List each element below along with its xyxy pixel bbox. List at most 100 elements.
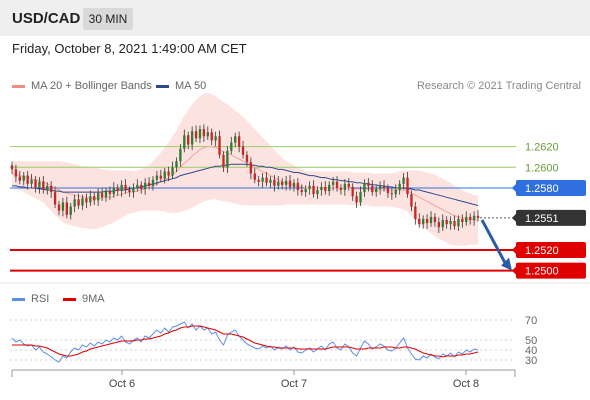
candle-body [281, 181, 284, 185]
candle-body [100, 193, 104, 198]
candle-body [375, 189, 378, 193]
candle-body [202, 129, 206, 137]
level-label-target: 1.2620 [525, 142, 559, 154]
candle-body [288, 180, 292, 187]
timeframe-button[interactable]: 30 MIN [83, 8, 133, 30]
candle-body [253, 173, 256, 180]
candle-body [359, 192, 362, 203]
candle-body [406, 177, 409, 195]
axis-tick-label: Oct 8 [453, 378, 479, 390]
candle-body [355, 196, 358, 203]
candle-body [386, 187, 390, 194]
candle-body [390, 193, 394, 195]
candle-body [300, 190, 303, 193]
candle-body [304, 189, 307, 193]
candle-body [151, 179, 155, 186]
candle-body [347, 183, 350, 187]
candle-body [457, 218, 460, 227]
candle-body [257, 179, 260, 182]
rsi-tick-label: 50 [525, 335, 537, 347]
legend-label-rsi: RSI [31, 293, 50, 305]
copyright-text: Research © 2021 Trading Central [416, 80, 581, 92]
candle-body [65, 202, 68, 215]
candle-body [445, 219, 448, 225]
level-tag-support [516, 241, 586, 258]
candle-body [414, 206, 417, 219]
projection-arrowhead [501, 257, 512, 271]
candle-body [171, 167, 174, 176]
rsi-tick-label: 70 [525, 315, 537, 327]
candle-body [190, 131, 194, 145]
candle-body [93, 196, 96, 201]
candle-body [183, 135, 186, 149]
candle-body [230, 142, 233, 151]
candle-body [167, 171, 170, 176]
candle-body [437, 222, 441, 228]
candle-body [120, 184, 123, 192]
candle-body [382, 185, 386, 188]
candle-body [461, 218, 464, 223]
candle-body [468, 216, 472, 220]
candle-body [218, 136, 221, 155]
candle-body [85, 198, 88, 203]
candle-body [441, 219, 444, 228]
level-tag-pointer [512, 244, 517, 255]
candle-body [128, 190, 131, 193]
candle-body [22, 175, 25, 181]
candle-body [214, 136, 217, 141]
candle-body [292, 182, 296, 187]
projection-arrow-shaft [480, 219, 508, 266]
axis-tick-label: Oct 7 [281, 378, 307, 390]
level-tag-pointer [512, 182, 517, 193]
candle-body [26, 175, 29, 184]
candle-body [277, 181, 280, 186]
rsi-tick-label: 40 [525, 345, 537, 357]
candle-body [14, 169, 18, 177]
candle-body [155, 175, 159, 180]
candle-body [104, 191, 108, 198]
candle-body [402, 177, 405, 184]
candle-body [194, 131, 198, 139]
legend-swatch-ma50 [156, 84, 169, 88]
legend-label-bollinger: MA 20 + Bollinger Bands [31, 80, 152, 92]
header-bar: USD/CAD 30 MIN [0, 0, 590, 36]
candle-body [96, 193, 100, 201]
candle-body [73, 199, 76, 207]
candle-body [429, 216, 433, 224]
candle-body [320, 186, 323, 191]
candle-body [143, 182, 147, 189]
legend-bollinger: MA 20 + Bollinger Bands [12, 80, 152, 92]
candle-body [175, 161, 178, 168]
candle-body [61, 202, 65, 211]
candle-body [18, 176, 22, 181]
legend-label-ma50: MA 50 [175, 80, 207, 92]
rsi-line [11, 321, 479, 363]
candle-body [245, 154, 249, 163]
candle-body [210, 132, 213, 141]
level-tag-label-support: 1.2520 [525, 245, 559, 257]
candle-body [222, 154, 225, 168]
candle-body [261, 177, 264, 182]
level-tag-label-last: 1.2551 [525, 213, 559, 225]
candle-body [69, 206, 72, 215]
candle-body [339, 187, 343, 191]
candle-body [132, 187, 135, 193]
candle-body [30, 179, 33, 184]
candle-body [140, 184, 143, 189]
candle-body [187, 135, 190, 145]
level-label-target: 1.2600 [525, 162, 559, 174]
rsi-tick-label: 30 [525, 355, 537, 367]
candle-body [237, 136, 241, 147]
candle-body [198, 129, 202, 139]
candle-body [465, 216, 468, 223]
candle-body [159, 175, 162, 179]
candle-body [89, 196, 92, 203]
candle-body [398, 183, 401, 191]
candle-body [425, 218, 429, 224]
candle-body [316, 190, 319, 195]
candle-body [343, 183, 347, 191]
candle-body [312, 185, 315, 195]
candle-body [77, 199, 80, 206]
candle-body [179, 148, 182, 162]
level-tag-pivot [516, 179, 586, 196]
